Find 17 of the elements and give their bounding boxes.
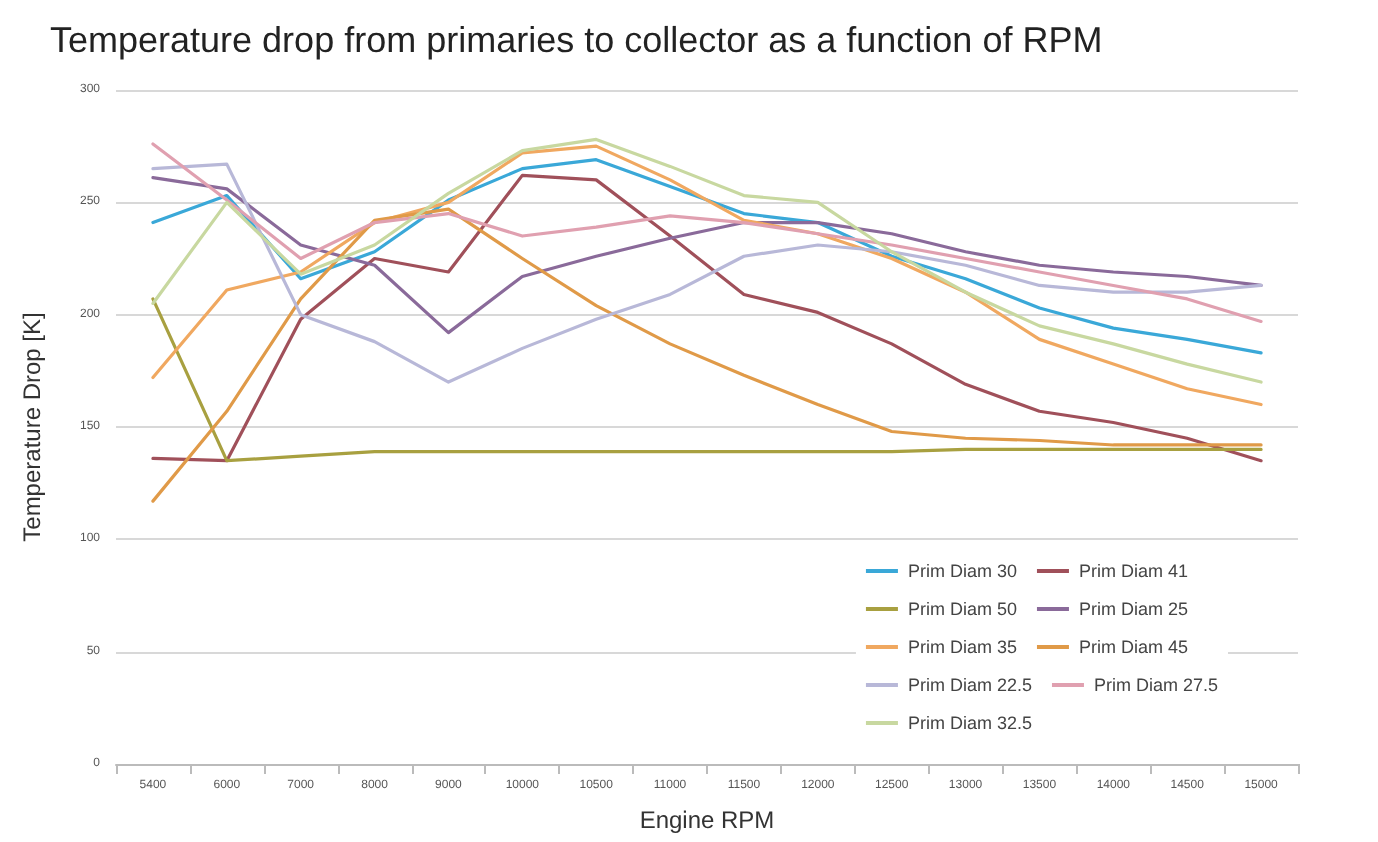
- legend-label: Prim Diam 32.5: [907, 713, 1032, 733]
- x-axis-title: Engine RPM: [639, 806, 775, 834]
- line-series: [151, 297, 1263, 463]
- legend-label: Prim Diam 50: [907, 599, 1017, 619]
- legend-label: Prim Diam 25: [1078, 599, 1188, 619]
- chart-title: Temperature drop from primaries to collector as a function of RPM: [50, 20, 1103, 60]
- legend-label: Prim Diam 45: [1078, 637, 1188, 657]
- line-series: [151, 176, 1263, 335]
- line-series: [151, 173, 1263, 463]
- legend-label: Prim Diam 41: [1078, 561, 1188, 581]
- legend-label: Prim Diam 30: [907, 561, 1017, 581]
- line-series: [151, 142, 1263, 324]
- y-axis-title: Temperature Drop [K]: [18, 312, 46, 542]
- line-series: [151, 207, 1263, 503]
- legend-label: Prim Diam 27.5: [1093, 675, 1218, 695]
- legend-label: Prim Diam 22.5: [907, 675, 1032, 695]
- legend-label: Prim Diam 35: [907, 637, 1017, 657]
